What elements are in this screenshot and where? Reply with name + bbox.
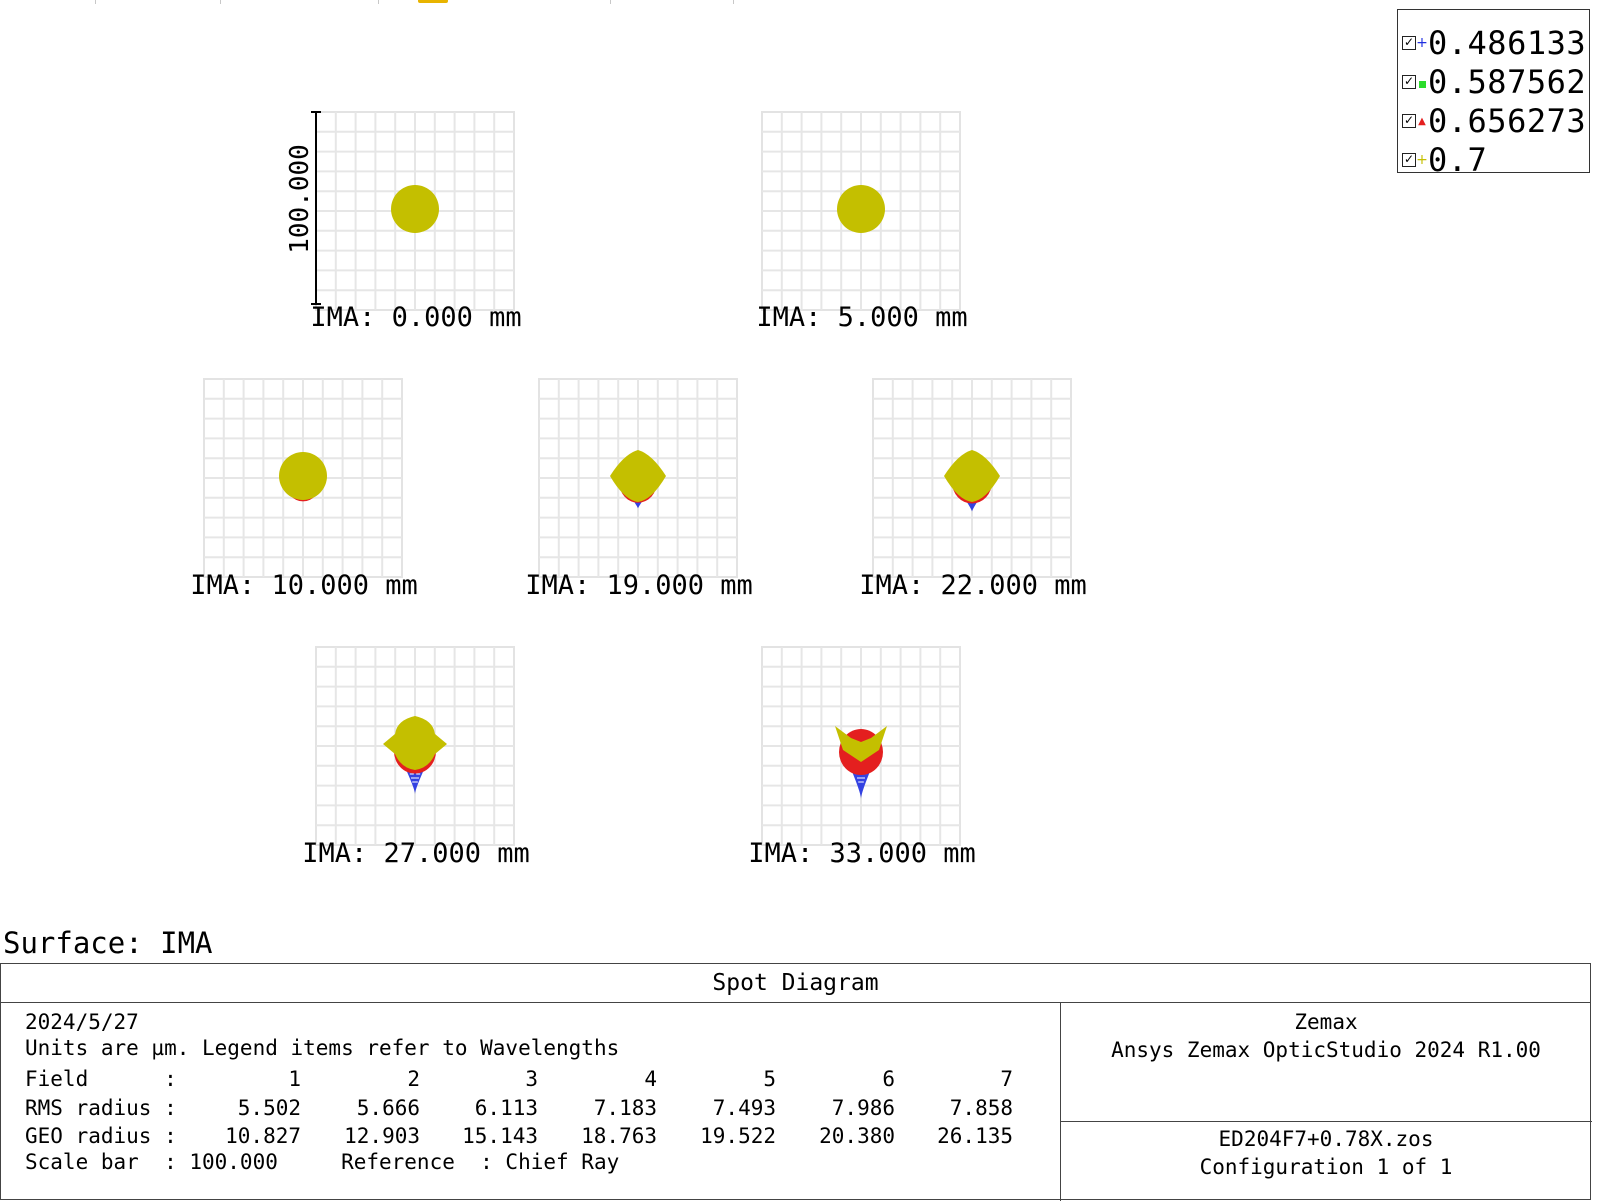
company-name: Zemax	[1294, 1010, 1358, 1034]
geo-value: 15.143	[462, 1124, 538, 1148]
rms-value: 6.113	[474, 1096, 538, 1120]
active-tab-marker[interactable]	[418, 0, 448, 3]
legend-label: 0.587562	[1428, 63, 1587, 101]
yellow-spot	[383, 716, 447, 770]
geo-value: 26.135	[937, 1124, 1013, 1148]
rms-value: 5.666	[356, 1096, 420, 1120]
toolbar-divider	[610, 0, 611, 4]
spot-diagram-plots: 100.000	[203, 111, 1072, 846]
toolbar-divider	[95, 0, 96, 4]
top-toolbar-remnant	[0, 0, 1600, 4]
legend-label: 0.656273	[1428, 102, 1587, 140]
geo-value: 18.763	[581, 1124, 657, 1148]
field-number: 3	[525, 1067, 538, 1091]
field-label-3: IMA: 10.000 mm	[190, 570, 418, 601]
field-label-1: IMA: 0.000 mm	[310, 302, 522, 333]
triangle-marker-icon: ▲	[1418, 115, 1426, 127]
geo-row-label: GEO radius :	[25, 1124, 177, 1148]
field-label-6: IMA: 27.000 mm	[302, 838, 530, 869]
info-divider	[1060, 1002, 1061, 1201]
spot-plot-2	[761, 111, 961, 311]
checkbox-icon[interactable]: ✓	[1402, 74, 1416, 89]
geo-value: 19.522	[700, 1124, 776, 1148]
field-number: 7	[1000, 1067, 1013, 1091]
rms-value: 7.183	[593, 1096, 657, 1120]
wavelength-legend: ✓ + 0.486133 ✓ 0.587562 ✓ ▲ 0.656273 ✓ +…	[1397, 9, 1590, 179]
spot-plot-3	[203, 378, 403, 578]
legend-item-4[interactable]: ✓ + 0.7	[1402, 141, 1487, 179]
info-divider	[1060, 1121, 1592, 1122]
spot-plot-5	[872, 378, 1072, 578]
legend-label: 0.486133	[1428, 24, 1587, 62]
file-name: ED204F7+0.78X.zos	[1218, 1127, 1434, 1151]
plus-marker-icon: +	[1416, 152, 1428, 168]
spot-plot-6	[315, 646, 515, 846]
field-number: 6	[882, 1067, 895, 1091]
spot-plot-1	[315, 111, 515, 311]
surface-label: Surface: IMA	[3, 926, 213, 960]
rms-value: 7.986	[831, 1096, 895, 1120]
field-label-4: IMA: 19.000 mm	[525, 570, 753, 601]
rms-value: 7.858	[949, 1096, 1013, 1120]
yellow-spot	[835, 726, 887, 762]
field-label-2: IMA: 5.000 mm	[756, 302, 968, 333]
info-panel: Spot Diagram 2024/5/27 Units are µm. Leg…	[0, 963, 1592, 1201]
spot-plot-7	[761, 646, 961, 846]
scale-bar-text: Scale bar : 100.000 Reference : Chief Ra…	[25, 1150, 620, 1174]
yellow-spot	[610, 450, 666, 502]
field-label-7: IMA: 33.000 mm	[748, 838, 976, 869]
plus-marker-icon: +	[1416, 35, 1428, 51]
yellow-spot	[944, 450, 1000, 502]
yellow-spot	[837, 185, 885, 233]
rms-row-label: RMS radius :	[25, 1096, 177, 1120]
yellow-spot	[279, 452, 327, 500]
square-marker-icon	[1416, 73, 1428, 92]
yellow-spot	[391, 185, 439, 233]
checkbox-icon[interactable]: ✓	[1402, 152, 1416, 167]
configuration-text: Configuration 1 of 1	[1199, 1155, 1453, 1179]
checkbox-icon[interactable]: ✓	[1402, 35, 1416, 50]
checkbox-icon[interactable]: ✓	[1402, 113, 1416, 128]
rms-value: 7.493	[712, 1096, 776, 1120]
field-number: 1	[288, 1067, 301, 1091]
geo-value: 10.827	[225, 1124, 301, 1148]
field-row-label: Field :	[25, 1067, 177, 1091]
geo-value: 20.380	[819, 1124, 895, 1148]
field-number: 2	[407, 1067, 420, 1091]
geo-value: 12.903	[344, 1124, 420, 1148]
field-number: 5	[763, 1067, 776, 1091]
field-label-5: IMA: 22.000 mm	[859, 570, 1087, 601]
toolbar-divider	[378, 0, 379, 4]
legend-label: 0.7	[1428, 141, 1488, 179]
date-text: 2024/5/27	[25, 1010, 139, 1034]
rms-value: 5.502	[237, 1096, 301, 1120]
legend-item-2[interactable]: ✓ 0.587562	[1402, 63, 1586, 101]
legend-item-3[interactable]: ✓ ▲ 0.656273	[1402, 102, 1586, 140]
toolbar-divider	[220, 0, 221, 4]
toolbar-divider	[733, 0, 734, 4]
spot-plot-4	[538, 378, 738, 578]
field-number: 4	[644, 1067, 657, 1091]
scale-bar: 100.000	[285, 111, 321, 305]
product-name: Ansys Zemax OpticStudio 2024 R1.00	[1111, 1038, 1541, 1062]
units-text: Units are µm. Legend items refer to Wave…	[25, 1036, 620, 1060]
info-title: Spot Diagram	[1, 964, 1590, 1003]
scale-bar-label: 100.000	[285, 144, 315, 254]
legend-item-1[interactable]: ✓ + 0.486133	[1402, 24, 1586, 62]
